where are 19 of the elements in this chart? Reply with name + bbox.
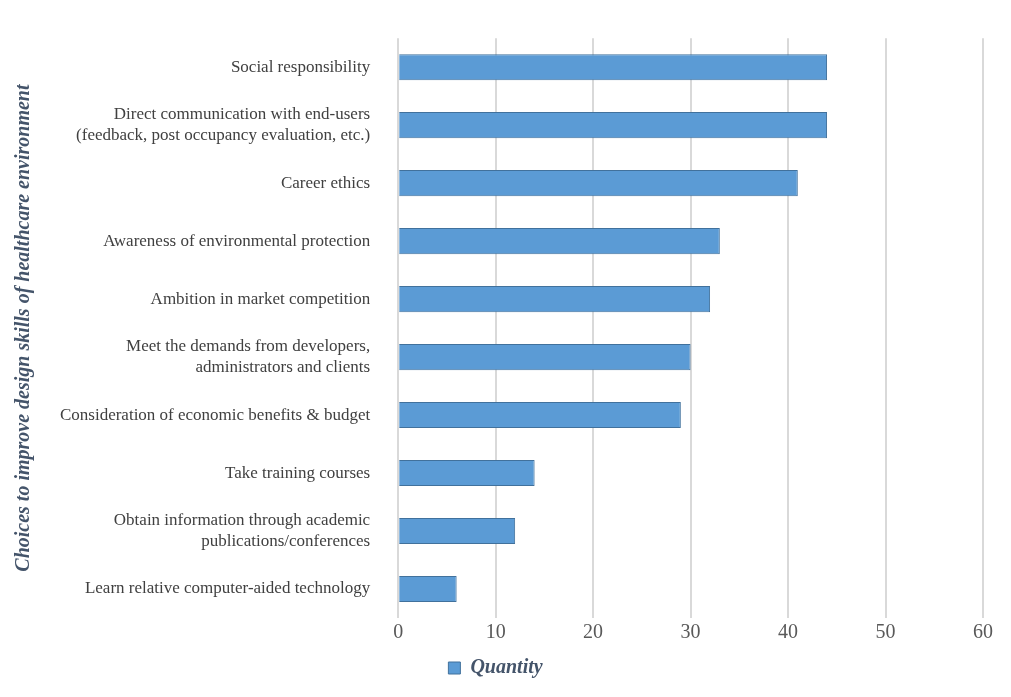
y-tick-label: Meet the demands from developers, administrators and clients xyxy=(126,336,371,376)
x-tick-label: 0 xyxy=(393,620,404,643)
y-axis-title: Choices to improve design skills of healthcare environment xyxy=(11,83,35,572)
y-tick-label: Awareness of environmental protection xyxy=(103,230,371,250)
y-tick-label: Take training courses xyxy=(225,462,371,482)
y-tick-label: Obtain information through academic publications/conferences xyxy=(113,510,371,550)
x-tick-label: 30 xyxy=(680,620,701,643)
x-tick-label: 10 xyxy=(485,620,506,643)
y-tick-label: Direct communication with end-users (feedback, post occupancy evaluation, etc.) xyxy=(76,104,371,144)
x-tick-label: 40 xyxy=(778,620,799,643)
x-tick-label: 20 xyxy=(583,620,604,643)
x-tick-label: 50 xyxy=(875,620,896,643)
legend-label: Quantity xyxy=(470,655,543,679)
y-tick-label: Social responsibility xyxy=(230,56,371,76)
y-tick-label: Consideration of economic benefits & budget xyxy=(59,404,371,424)
x-tick-label: 60 xyxy=(973,620,993,643)
y-tick-label: Career ethics xyxy=(280,172,371,192)
y-tick-label: Learn relative computer-aided technology xyxy=(84,578,371,598)
y-tick-label: Ambition in market competition xyxy=(150,288,371,308)
